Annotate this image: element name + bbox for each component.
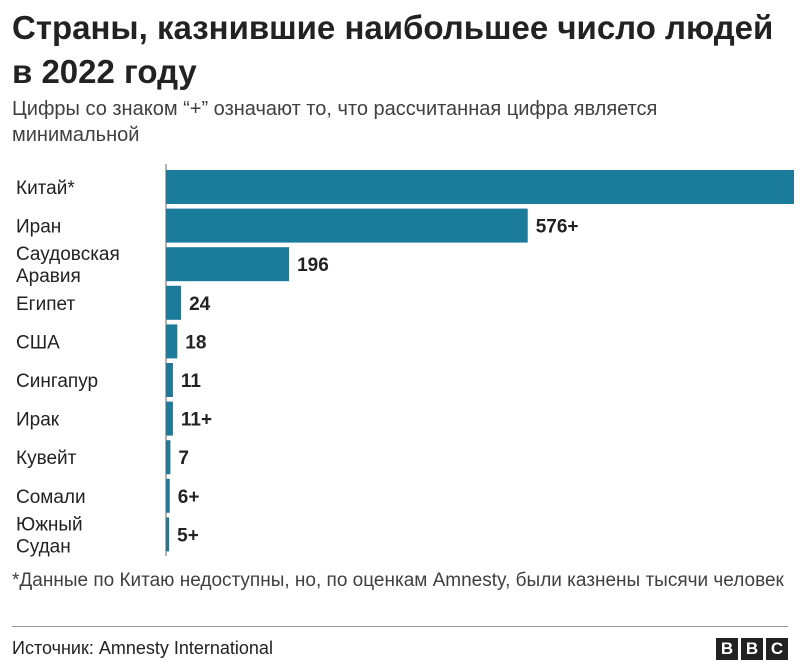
- bar: [166, 363, 173, 397]
- category-label: Китай*: [16, 178, 75, 199]
- category-label: Сингапур: [16, 371, 98, 392]
- category-label: Сомали: [16, 487, 86, 508]
- bar: [166, 517, 170, 552]
- logo-letter: C: [766, 638, 788, 660]
- chart-title: Страны, казнившие наибольшее число людей…: [12, 9, 774, 90]
- chart-subtitle: Цифры со знаком “+” означают то, что рас…: [12, 98, 658, 146]
- bar: [166, 478, 170, 513]
- source-text: Источник: Amnesty International: [12, 638, 273, 658]
- bar: [166, 247, 290, 282]
- category-label: Ирак: [16, 410, 60, 431]
- category-label: Египет: [16, 294, 75, 315]
- bar: [166, 208, 528, 243]
- category-label: Кувейт: [16, 448, 77, 469]
- category-label: США: [16, 332, 60, 353]
- value-label: 18: [185, 332, 206, 353]
- value-label: 7: [178, 448, 189, 469]
- logo-letter: B: [716, 638, 738, 660]
- logo-letter: B: [741, 638, 763, 660]
- category-label: Иран: [16, 217, 61, 238]
- footnote: *Данные по Китаю недоступны, но, по оцен…: [12, 570, 784, 591]
- value-label: 24: [189, 294, 211, 315]
- value-label: 196: [297, 255, 329, 276]
- category-label: Судан: [16, 536, 71, 557]
- bar: [166, 170, 794, 204]
- bar: [166, 401, 173, 436]
- bar: [166, 285, 182, 320]
- footer-divider: [12, 626, 788, 627]
- value-label: 11+: [181, 410, 212, 431]
- value-label: 576+: [536, 217, 579, 238]
- bar: [166, 440, 171, 475]
- category-label: Саудовская: [16, 244, 120, 265]
- value-label: 11: [181, 371, 202, 392]
- category-label: Аравия: [16, 266, 81, 287]
- value-label: 5+: [177, 525, 199, 546]
- bbc-logo: B B C: [716, 638, 788, 660]
- bar: [166, 324, 178, 359]
- category-label: Южный: [16, 514, 83, 535]
- value-label: 6+: [178, 487, 200, 508]
